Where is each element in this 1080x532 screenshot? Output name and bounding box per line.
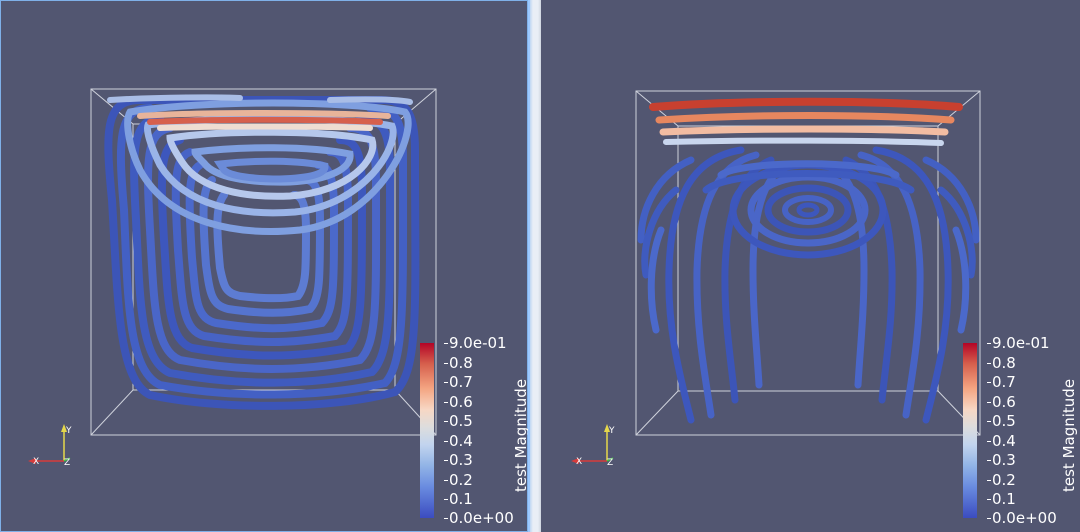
render-view-right[interactable]: Y X Z 9.0e-01 0.8 0.7 0.6 0.5 0.4 0.3 0.… (541, 0, 1080, 532)
colorbar-tick: 0.7 (444, 373, 473, 391)
colorbar-tick: 9.0e-01 (987, 334, 1050, 352)
axis-label-y: Y (608, 426, 615, 436)
colorbar-tick: 0.1 (987, 490, 1016, 508)
colorbar-tick: 0.5 (987, 412, 1016, 430)
colorbar-tick: 9.0e-01 (444, 334, 507, 352)
colorbar-title-left: test Magnitude (512, 378, 530, 492)
axis-label-y: Y (65, 426, 72, 436)
colorbar-tick: 0.0e+00 (987, 509, 1057, 527)
colorbar-tick: 0.4 (987, 431, 1016, 450)
colorbar-tick: 0.5 (444, 412, 473, 430)
colorbar-tick: 0.6 (987, 392, 1016, 411)
axis-label-z: Z (607, 458, 613, 468)
axis-label-z: Z (64, 458, 70, 468)
orientation-axes-right: Y X Z (571, 424, 615, 468)
colorbar-tick: 0.2 (987, 470, 1016, 489)
colorbar-tick: 0.3 (987, 451, 1016, 469)
colorbar-tick: 0.0e+00 (444, 509, 514, 527)
streamlines-right (637, 97, 980, 424)
render-view-left[interactable]: Y X Z 9.0e-01 0.8 0.7 0.6 0.5 0.4 0.3 0.… (0, 0, 530, 532)
colorbar-tick: 0.4 (444, 431, 473, 450)
colorbar-tick: 0.6 (444, 392, 473, 411)
colorbar-tick: 0.2 (444, 470, 473, 489)
viewport-splitter[interactable] (530, 0, 541, 532)
colorbar-tick: 0.1 (444, 490, 473, 508)
streamline-scene-right (635, 90, 981, 436)
orientation-axes-left: Y X Z (28, 424, 72, 468)
streamline-scene-left (90, 88, 437, 436)
colorbar-tick: 0.8 (444, 353, 473, 372)
colorbar-tick: 0.3 (444, 451, 473, 469)
axis-label-x: X (33, 457, 39, 467)
colorbar-left (420, 343, 434, 518)
colorbar-tick: 0.8 (987, 353, 1016, 372)
colorbar-right (963, 343, 977, 518)
streamlines-left (104, 94, 420, 410)
colorbar-title-right: test Magnitude (1060, 378, 1078, 492)
axis-label-x: X (576, 457, 582, 467)
colorbar-tick: 0.7 (987, 373, 1016, 391)
